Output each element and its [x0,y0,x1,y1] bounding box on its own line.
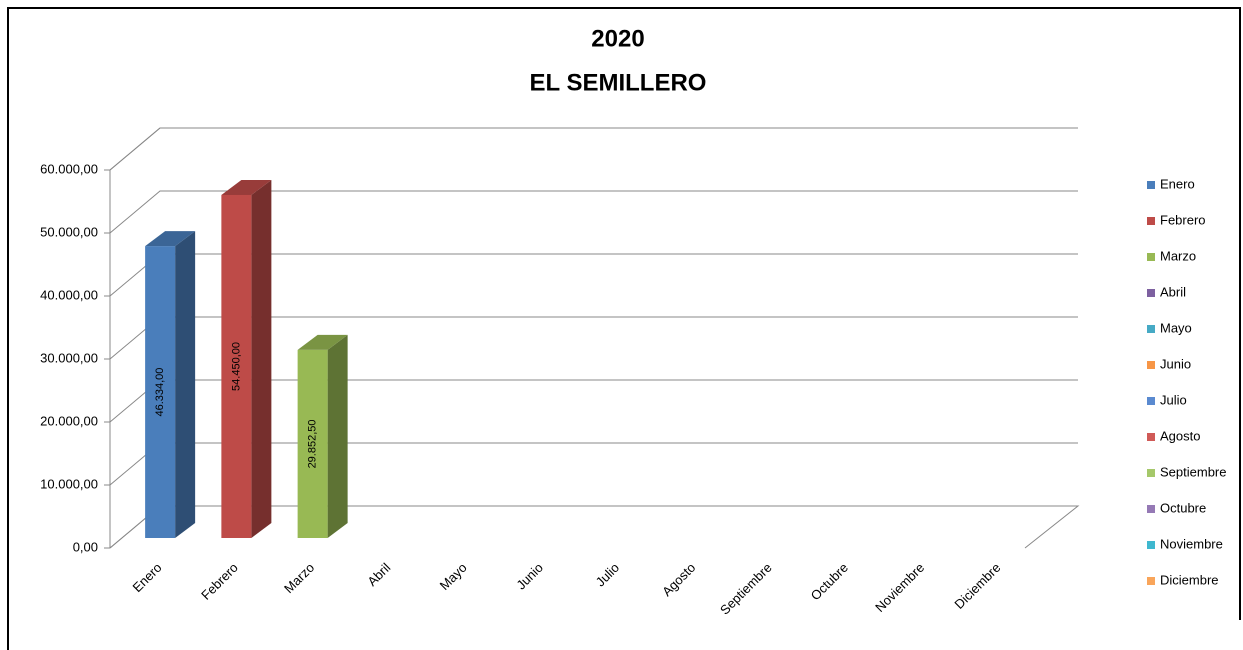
x-tick-label: Noviembre [872,560,927,615]
chart-title: 2020 [591,25,644,52]
legend-label: Abril [1160,284,1186,299]
grid-line [109,127,1078,171]
legend-label: Marzo [1160,248,1196,263]
bar-top [145,231,196,247]
legend-label: Octubre [1160,500,1206,515]
y-tick-label: 0,00 [73,539,98,554]
bar-side [175,231,196,538]
x-tick-label: Septiembre [717,560,775,618]
y-tick-label: 20.000,00 [40,413,98,428]
bar [221,194,252,538]
x-tick-label: Julio [593,560,623,590]
y-tick-label: 50.000,00 [40,224,98,239]
bar-side [251,179,272,538]
legend-label: Septiembre [1160,464,1226,479]
legend-label: Diciembre [1160,572,1219,587]
bar-side [327,334,348,538]
legend-label: Mayo [1160,320,1192,335]
legend-swatch [1147,217,1155,225]
legend-swatch [1147,397,1155,405]
bar-top [297,334,348,350]
legend-label: Enero [1160,176,1195,191]
legend-swatch [1147,325,1155,333]
x-tick-label: Diciembre [951,560,1003,612]
legend-swatch [1147,577,1155,585]
bar-top [221,179,272,195]
chart-border [7,7,1241,650]
x-tick-label: Agosto [659,560,698,599]
legend-swatch [1147,181,1155,189]
legend-swatch [1147,541,1155,549]
data-label: 46.334,00 [154,368,166,417]
x-tick-label: Junio [513,560,546,593]
chart-subtitle: EL SEMILLERO [530,69,707,96]
x-tick-label: Octubre [808,560,851,603]
bar [145,246,176,538]
legend-label: Junio [1160,356,1191,371]
legend-swatch [1147,505,1155,513]
y-tick-label: 30.000,00 [40,350,98,365]
legend-label: Noviembre [1160,536,1223,551]
legend-swatch [1147,253,1155,261]
x-tick-label: Mayo [437,560,470,593]
legend-swatch [1147,433,1155,441]
legend-swatch [1147,469,1155,477]
data-label: 29.852,50 [307,419,319,468]
legend-label: Febrero [1160,212,1206,227]
grid-line [109,190,1078,234]
x-tick-label: Marzo [281,560,317,596]
legend-swatch [1147,361,1155,369]
x-tick-label: Febrero [198,560,241,603]
y-tick-label: 60.000,00 [40,161,98,176]
legend-label: Agosto [1160,428,1200,443]
x-tick-label: Enero [130,560,165,595]
legend-label: Julio [1160,392,1187,407]
y-tick-label: 40.000,00 [40,287,98,302]
x-tick-label: Abril [364,560,393,589]
legend-swatch [1147,289,1155,297]
bar [297,349,328,538]
y-tick-label: 10.000,00 [40,476,98,491]
data-label: 54.450,00 [230,342,242,391]
